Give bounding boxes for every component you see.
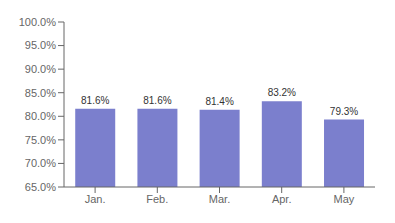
svg-text:Apr.: Apr. <box>272 193 292 205</box>
svg-text:Feb.: Feb. <box>146 193 168 205</box>
svg-text:75.0%: 75.0% <box>25 134 56 146</box>
svg-text:81.4%: 81.4% <box>205 96 233 107</box>
svg-text:Mar.: Mar. <box>209 193 230 205</box>
svg-text:100.0%: 100.0% <box>19 16 57 28</box>
svg-text:Jan.: Jan. <box>85 193 106 205</box>
svg-text:85.0%: 85.0% <box>25 87 56 99</box>
svg-text:65.0%: 65.0% <box>25 181 56 193</box>
svg-text:81.6%: 81.6% <box>81 95 109 106</box>
svg-text:95.0%: 95.0% <box>25 39 56 51</box>
svg-text:80.0%: 80.0% <box>25 110 56 122</box>
svg-text:81.6%: 81.6% <box>143 95 171 106</box>
svg-text:83.2%: 83.2% <box>268 87 296 98</box>
svg-text:May: May <box>334 193 355 205</box>
svg-text:90.0%: 90.0% <box>25 63 56 75</box>
svg-text:70.0%: 70.0% <box>25 157 56 169</box>
svg-text:79.3%: 79.3% <box>330 106 358 117</box>
